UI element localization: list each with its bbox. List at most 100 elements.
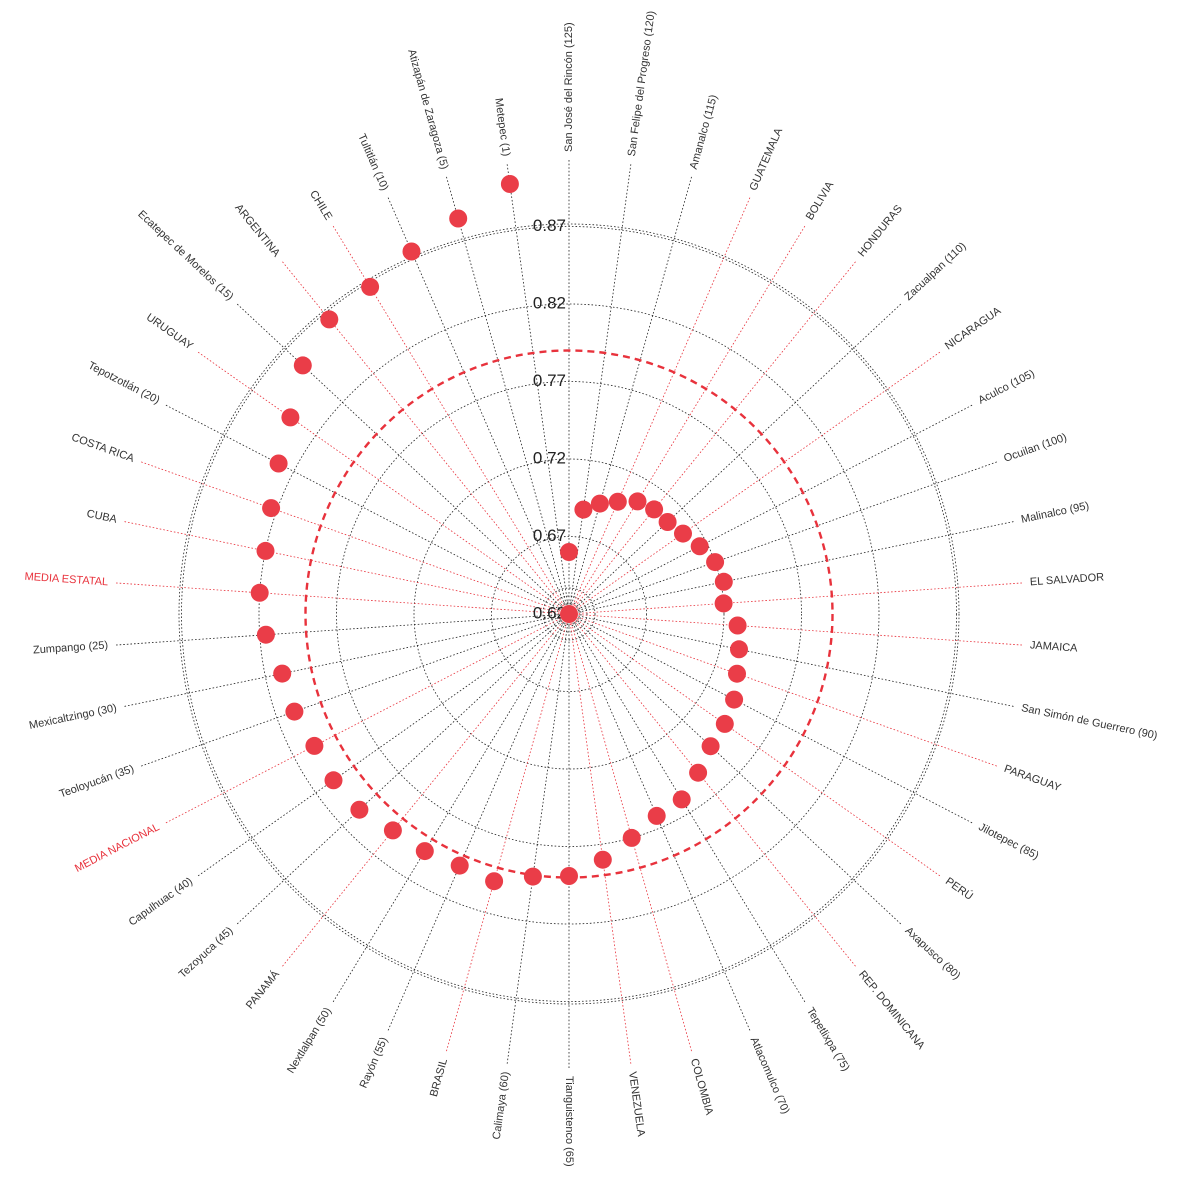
spoke-label: ARGENTINA <box>232 202 282 260</box>
data-point <box>256 625 275 644</box>
spoke-label: BOLIVIA <box>804 179 837 222</box>
spoke-label: Tepetlixpa (75) <box>804 1006 852 1074</box>
data-point <box>593 850 612 869</box>
spoke-label: MEDIA ESTATAL <box>24 571 108 589</box>
spoke-line <box>445 619 568 1053</box>
spoke-label: Ecatepec de Morelos (15) <box>135 208 235 303</box>
data-point <box>674 524 692 543</box>
spoke-label: COLOMBIA <box>688 1057 715 1117</box>
spoke-label: REP. DOMINICANA <box>856 969 927 1053</box>
spoke-label: PARAGUAY <box>1002 763 1063 794</box>
spoke-label: PERÚ <box>943 875 976 903</box>
data-point <box>725 690 744 709</box>
data-point <box>714 594 733 613</box>
spoke-label: Jilotepec (85) <box>976 821 1040 862</box>
spoke-line <box>140 461 564 613</box>
spoke-line <box>140 615 564 767</box>
spoke-label: HONDURAS <box>856 203 905 259</box>
data-point <box>281 408 300 427</box>
grid-ring <box>542 587 596 641</box>
data-point <box>672 790 691 809</box>
spoke-label: San Simón de Guerrero (90) <box>1020 702 1158 742</box>
spoke-line <box>164 404 564 612</box>
spoke-label: Amanalco (115) <box>688 93 720 170</box>
data-point <box>608 492 627 511</box>
spoke-label: URUGUAY <box>144 311 196 352</box>
data-point <box>689 763 708 782</box>
spoke-label: EL SALVADOR <box>1029 571 1104 588</box>
data-point <box>415 842 434 861</box>
spoke-label: Tezoyuca (45) <box>177 925 236 981</box>
data-point <box>485 872 504 891</box>
data-point <box>250 583 269 602</box>
data-point <box>350 800 369 819</box>
data-point <box>730 640 748 659</box>
spoke-line <box>281 618 566 968</box>
tick-label: 0.62 <box>533 603 566 622</box>
spoke-label: San Felipe del Progreso (120) <box>626 10 658 157</box>
data-point <box>361 277 380 296</box>
data-points <box>250 175 748 891</box>
spoke-line <box>573 351 941 611</box>
data-point <box>728 664 746 683</box>
spoke-line <box>332 224 567 610</box>
spoke-label: Tepotzotlán (20) <box>86 360 162 407</box>
data-point <box>383 821 402 840</box>
spoke-line <box>574 616 974 824</box>
data-point <box>402 242 421 261</box>
spoke-label: Teoloyucán (35) <box>58 763 136 801</box>
data-point <box>574 500 593 519</box>
spoke-line <box>387 619 567 1032</box>
spoke-line <box>574 614 1015 707</box>
spoke-line <box>197 351 565 611</box>
spoke-labels: San José del Rincón (125) San Felipe del … <box>24 10 1158 1167</box>
data-point <box>273 664 292 683</box>
spoke-line <box>572 260 857 610</box>
data-point <box>658 513 677 531</box>
data-point <box>305 736 324 755</box>
spoke-label: VENEZUELA <box>626 1071 647 1138</box>
spoke-line <box>164 616 564 824</box>
spoke-label: Atlacomulco (70) <box>748 1035 792 1115</box>
spoke-label: Rayón (55) <box>358 1035 391 1090</box>
spoke-label: Nextlalpan (50) <box>285 1006 334 1076</box>
spoke-line <box>574 461 998 613</box>
spoke-line <box>571 196 751 609</box>
spoke-label: San José del Rincón (125) <box>563 22 575 152</box>
data-point <box>293 356 312 375</box>
data-point <box>714 572 733 591</box>
spoke-line <box>573 303 902 611</box>
tick-label: 0.67 <box>533 526 566 545</box>
spoke-label: Capulhuac (40) <box>127 875 195 928</box>
grid-ring <box>178 223 960 1005</box>
grid-ring <box>336 381 802 847</box>
data-point <box>324 771 343 790</box>
spoke-label: NICARAGUA <box>943 305 1004 353</box>
spoke-label: Calimaya (60) <box>491 1071 512 1140</box>
spoke-line <box>572 618 857 968</box>
spoke-label: GUATEMALA <box>748 126 786 193</box>
tick-labels: 0.62 0.67 0.72 0.77 0.82 0.87 <box>533 216 566 623</box>
spoke-line <box>574 582 1023 614</box>
grid-ring <box>181 226 957 1002</box>
data-point <box>645 500 664 519</box>
spoke-label: Axapusco (80) <box>903 925 963 982</box>
spoke-label: Tianguistenco (65) <box>563 1076 575 1167</box>
tick-label: 0.87 <box>533 216 566 235</box>
spoke-label: Malinalco (95) <box>1020 500 1090 526</box>
spoke-label: CUBA <box>86 508 119 526</box>
spoke-label: CHILE <box>307 188 334 222</box>
spoke-line <box>574 614 1023 646</box>
spoke-line <box>445 175 568 609</box>
spoke-label: PANAMÁ <box>243 967 282 1011</box>
spoke-label: JAMAICA <box>1029 639 1078 654</box>
data-point <box>449 209 468 228</box>
data-point <box>262 499 281 518</box>
data-point <box>715 714 734 733</box>
tick-label: 0.82 <box>533 293 566 312</box>
spoke-line <box>115 614 564 646</box>
spoke-label: Zumpango (25) <box>33 639 109 656</box>
spoke-line <box>332 618 567 1004</box>
spoke-line <box>573 617 941 877</box>
data-point <box>622 828 641 847</box>
